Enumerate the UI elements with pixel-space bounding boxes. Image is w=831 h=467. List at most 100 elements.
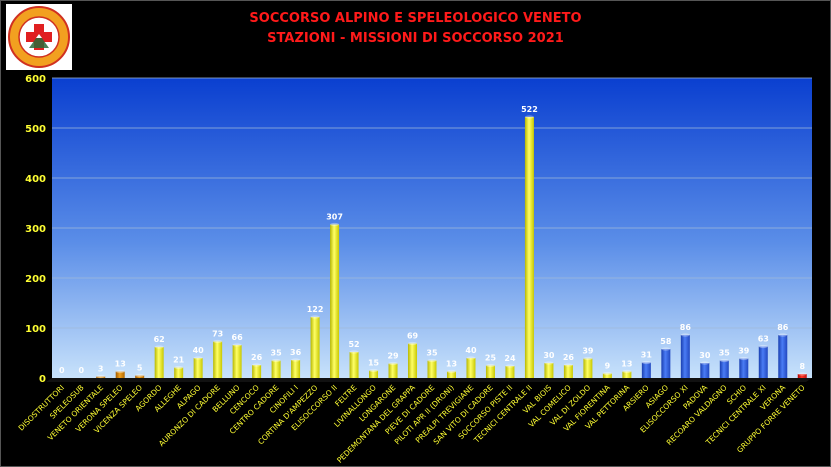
bar <box>427 360 437 378</box>
bar-top <box>544 361 554 365</box>
bar <box>719 360 729 378</box>
value-label: 40 <box>193 346 205 355</box>
bar <box>622 371 632 378</box>
value-label: 522 <box>521 105 538 114</box>
bar-top <box>271 358 281 363</box>
bar-top <box>797 372 807 376</box>
bar <box>641 362 651 378</box>
bar <box>485 365 495 378</box>
bar <box>135 375 145 378</box>
value-label: 9 <box>605 362 611 371</box>
cnsas-logo <box>6 4 72 70</box>
bar <box>797 374 807 378</box>
bar-top <box>252 363 262 367</box>
bar <box>602 373 612 378</box>
value-label: 21 <box>173 356 185 365</box>
value-label: 36 <box>290 348 302 357</box>
bar <box>174 367 184 378</box>
bar <box>544 363 554 378</box>
value-label: 35 <box>426 349 438 358</box>
bar-top <box>641 360 651 365</box>
bar <box>232 345 242 378</box>
value-label: 40 <box>465 346 477 355</box>
bar-top <box>602 371 612 376</box>
bar <box>524 117 534 378</box>
bar-top <box>193 356 203 360</box>
bar-top <box>778 333 788 337</box>
value-label: 35 <box>719 349 731 358</box>
value-label: 35 <box>271 349 283 358</box>
bar-top <box>661 347 671 351</box>
bar-top <box>330 222 340 227</box>
bar-top <box>563 363 573 367</box>
value-label: 73 <box>212 330 223 339</box>
bar-top <box>700 361 710 365</box>
bar-top <box>622 369 632 374</box>
value-label: 86 <box>777 323 789 332</box>
chart-title: SOCCORSO ALPINO E SPELEOLOGICO VENETO <box>249 11 582 26</box>
y-tick-label: 400 <box>25 174 46 185</box>
bar-top <box>388 361 398 366</box>
bar <box>563 365 573 378</box>
value-label: 26 <box>251 353 263 362</box>
value-label: 13 <box>621 360 632 369</box>
value-label: 0 <box>59 366 65 375</box>
bar <box>310 317 320 378</box>
value-label: 63 <box>758 335 769 344</box>
bar-top <box>427 358 437 363</box>
bar-top <box>583 356 593 361</box>
value-label: 15 <box>368 359 380 368</box>
value-label: 39 <box>582 347 594 356</box>
value-label: 25 <box>485 354 497 363</box>
bar <box>193 358 203 378</box>
y-tick-label: 100 <box>25 324 46 335</box>
value-label: 5 <box>137 364 143 373</box>
bar-top <box>154 345 164 349</box>
bar-top <box>349 350 359 354</box>
value-label: 39 <box>738 347 750 356</box>
bar-top <box>485 363 495 368</box>
bar-top <box>719 358 729 363</box>
bar <box>271 360 281 378</box>
value-label: 8 <box>799 362 805 371</box>
value-label: 3 <box>98 365 104 374</box>
bar-top <box>369 368 379 373</box>
chart-subtitle: STAZIONI - MISSIONI DI SOCCORSO 2021 <box>267 31 564 46</box>
value-label: 66 <box>232 333 244 342</box>
floor <box>46 378 812 382</box>
bar <box>778 335 788 378</box>
bar <box>505 366 515 378</box>
value-label: 13 <box>446 360 457 369</box>
y-tick-label: 200 <box>25 274 46 285</box>
value-label: 52 <box>348 340 359 349</box>
bar-top <box>466 356 476 360</box>
y-tick-label: 300 <box>25 224 46 235</box>
bar-top <box>213 339 223 344</box>
bar <box>661 349 671 378</box>
bar-top <box>739 356 749 361</box>
value-label: 24 <box>504 354 516 363</box>
bar-top <box>524 115 534 119</box>
bar <box>349 352 359 378</box>
value-label: 13 <box>115 360 126 369</box>
value-label: 0 <box>78 366 84 375</box>
bar-top <box>310 315 320 319</box>
y-tick-label: 0 <box>39 374 46 385</box>
bar <box>446 371 456 378</box>
bar <box>739 358 749 378</box>
value-label: 307 <box>326 213 343 222</box>
bar <box>96 376 106 378</box>
value-label: 29 <box>387 352 399 361</box>
value-label: 31 <box>641 351 653 360</box>
bar <box>369 370 379 378</box>
bar <box>700 363 710 378</box>
value-label: 86 <box>680 323 692 332</box>
value-label: 69 <box>407 332 419 341</box>
bar-top <box>446 369 456 374</box>
bar <box>330 224 340 378</box>
bar-top <box>96 374 106 379</box>
bar <box>252 365 262 378</box>
bar-top <box>680 333 690 337</box>
value-label: 26 <box>563 353 575 362</box>
